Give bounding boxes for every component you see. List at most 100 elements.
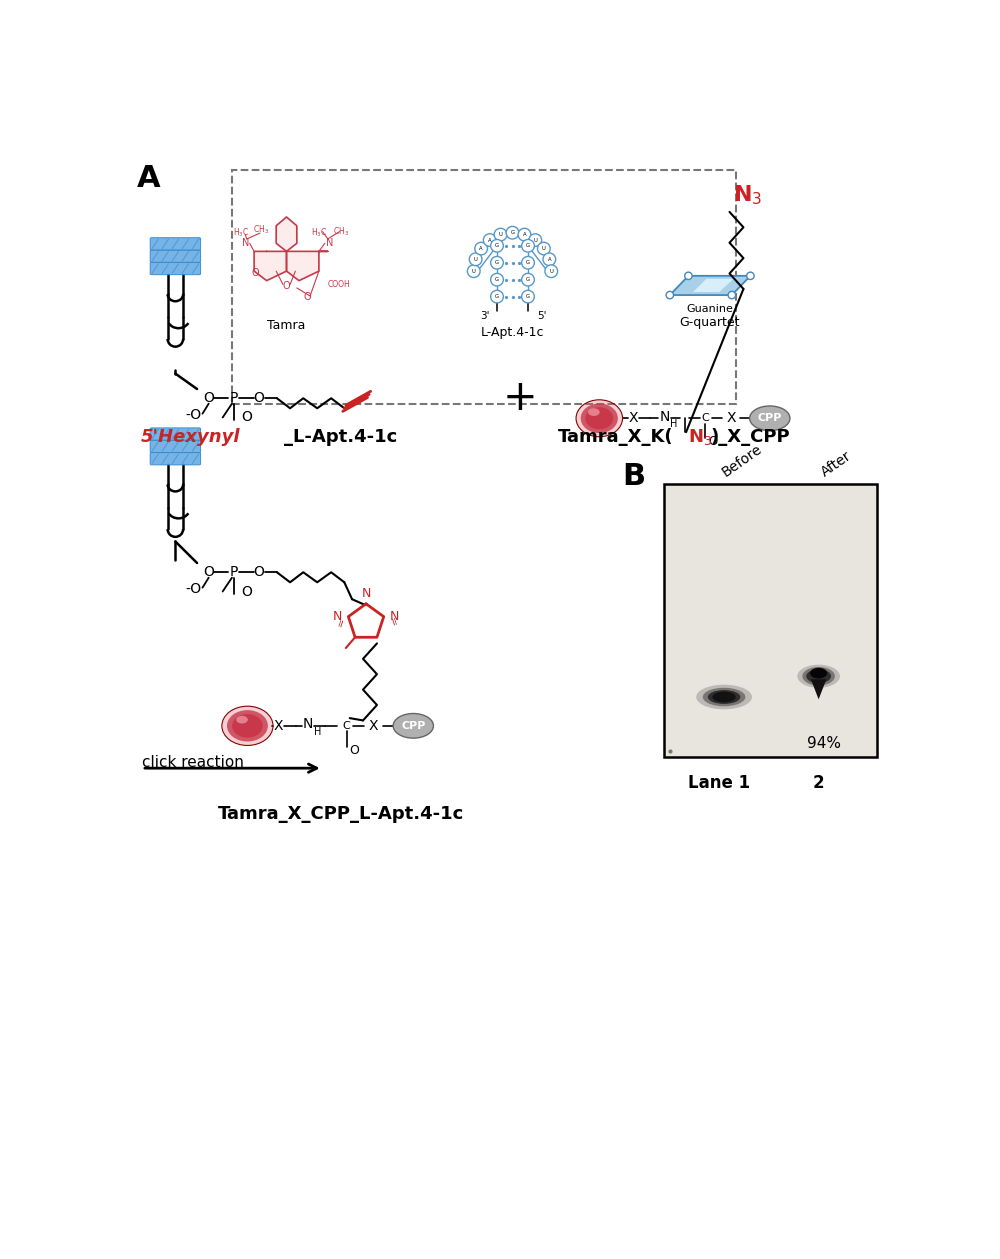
Text: G: G <box>526 277 530 282</box>
Circle shape <box>522 239 534 252</box>
Ellipse shape <box>581 403 618 433</box>
Text: O: O <box>349 744 359 757</box>
Ellipse shape <box>712 691 736 703</box>
Text: H$_3$C: H$_3$C <box>311 227 327 239</box>
FancyBboxPatch shape <box>150 262 201 274</box>
Polygon shape <box>348 604 384 637</box>
Text: O: O <box>203 565 214 579</box>
Text: X: X <box>726 412 736 426</box>
FancyBboxPatch shape <box>150 251 201 262</box>
Text: H$_3$C: H$_3$C <box>233 227 249 239</box>
Text: O: O <box>241 410 252 424</box>
Ellipse shape <box>806 670 831 684</box>
Text: Tamra: Tamra <box>267 319 306 331</box>
Text: C: C <box>702 413 709 423</box>
Ellipse shape <box>227 710 268 742</box>
Ellipse shape <box>750 405 790 431</box>
Text: G: G <box>495 295 499 300</box>
Text: A: A <box>523 232 526 237</box>
Text: Tamra_X_CPP_L-Apt.4-1c: Tamra_X_CPP_L-Apt.4-1c <box>218 806 464 823</box>
Text: H: H <box>314 726 322 737</box>
Text: 5': 5' <box>537 311 547 321</box>
Polygon shape <box>287 252 328 281</box>
Text: U: U <box>549 268 553 273</box>
Text: O: O <box>303 292 311 302</box>
Text: H: H <box>670 419 677 429</box>
Ellipse shape <box>703 687 745 706</box>
Ellipse shape <box>696 685 752 709</box>
Text: N: N <box>242 238 249 248</box>
Text: G: G <box>526 295 530 300</box>
Circle shape <box>483 234 496 247</box>
Circle shape <box>518 228 531 240</box>
Text: X: X <box>274 719 283 733</box>
Circle shape <box>522 257 534 269</box>
Polygon shape <box>670 276 750 295</box>
Text: N: N <box>303 718 313 731</box>
Text: A: A <box>479 246 483 251</box>
Text: G-quartet: G-quartet <box>679 316 740 329</box>
Text: _L-Apt.4-1c: _L-Apt.4-1c <box>284 428 397 446</box>
Text: A: A <box>137 164 160 193</box>
Ellipse shape <box>585 407 613 429</box>
Text: click reaction: click reaction <box>142 754 244 769</box>
Text: U: U <box>542 246 546 251</box>
Text: 2: 2 <box>813 774 824 792</box>
Text: O: O <box>254 565 265 579</box>
Text: COOH: COOH <box>328 279 350 288</box>
Text: U: U <box>472 268 476 273</box>
Text: -O: -O <box>185 408 201 422</box>
Circle shape <box>469 253 482 266</box>
Text: N: N <box>333 611 342 623</box>
Text: X: X <box>629 412 638 426</box>
Text: 5'Hexynyl: 5'Hexynyl <box>140 428 240 446</box>
FancyBboxPatch shape <box>150 238 201 251</box>
Circle shape <box>685 272 692 279</box>
Ellipse shape <box>708 690 740 704</box>
Text: U: U <box>499 232 502 237</box>
Text: A: A <box>488 238 492 243</box>
Text: -O: -O <box>185 582 201 597</box>
Ellipse shape <box>797 665 840 687</box>
Ellipse shape <box>236 716 248 724</box>
Text: )_X_CPP: )_X_CPP <box>710 428 790 446</box>
Text: N: N <box>390 611 399 623</box>
Ellipse shape <box>588 408 600 415</box>
Circle shape <box>545 264 558 277</box>
Text: N: N <box>659 409 670 424</box>
Text: CPP: CPP <box>758 413 782 423</box>
FancyBboxPatch shape <box>150 428 201 441</box>
Text: G: G <box>495 277 499 282</box>
Text: P: P <box>229 565 238 579</box>
Circle shape <box>467 264 480 277</box>
Circle shape <box>728 291 736 298</box>
Text: P: P <box>229 392 238 405</box>
Polygon shape <box>276 217 297 252</box>
Text: 94%: 94% <box>807 737 841 750</box>
Text: O: O <box>283 281 290 291</box>
Text: O: O <box>254 392 265 405</box>
Circle shape <box>666 291 674 298</box>
Text: 3': 3' <box>481 311 490 321</box>
Text: After: After <box>819 449 854 480</box>
Ellipse shape <box>802 667 835 685</box>
Text: L-Apt.4-1c: L-Apt.4-1c <box>481 326 544 339</box>
Text: CPP: CPP <box>401 721 425 730</box>
Circle shape <box>491 291 503 303</box>
Ellipse shape <box>393 714 433 738</box>
Text: O: O <box>251 268 259 278</box>
Text: B: B <box>623 462 646 491</box>
Text: A: A <box>548 257 551 262</box>
Text: G: G <box>495 243 499 248</box>
Ellipse shape <box>232 714 263 738</box>
Text: Tamra_X_K(: Tamra_X_K( <box>557 428 673 446</box>
Text: N: N <box>361 587 371 599</box>
Text: N$_3$: N$_3$ <box>733 183 763 206</box>
Text: Before: Before <box>719 442 765 480</box>
Text: +: + <box>503 378 538 419</box>
Text: G: G <box>511 230 514 235</box>
Circle shape <box>491 273 503 286</box>
Circle shape <box>475 242 488 254</box>
Text: N$_3$: N$_3$ <box>688 427 712 447</box>
Circle shape <box>494 228 507 240</box>
